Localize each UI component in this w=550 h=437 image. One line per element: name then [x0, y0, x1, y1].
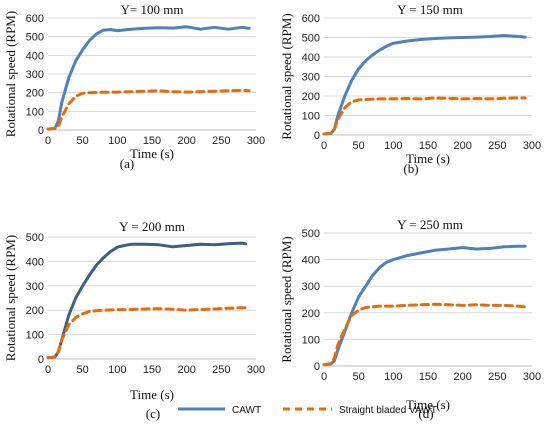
y-tick-label: 100	[26, 106, 44, 118]
x-tick-label: 300	[523, 140, 541, 152]
x-tick-label: 150	[143, 364, 161, 376]
x-tick-label: 0	[45, 135, 51, 147]
x-axis-label: Time (s)	[406, 151, 450, 166]
y-tick-label: 200	[26, 88, 44, 100]
y-tick-label: 0	[38, 354, 44, 366]
panel-label: (d)	[418, 406, 433, 421]
x-tick-label: 250	[212, 135, 230, 147]
x-tick-label: 100	[384, 371, 402, 383]
y-tick-label: 300	[302, 281, 320, 293]
y-tick-label: 400	[302, 255, 320, 267]
y-tick-label: 300	[26, 69, 44, 81]
x-tick-label: 300	[247, 364, 265, 376]
x-tick-label: 250	[488, 371, 506, 383]
x-tick-label: 150	[419, 140, 437, 152]
chart-title: Y = 250 mm	[397, 217, 463, 232]
series-line-cawt	[46, 25, 251, 131]
chart-title: Y = 150 mm	[397, 2, 463, 17]
series-line-cawt	[322, 34, 527, 136]
x-tick-label: 150	[143, 135, 161, 147]
y-tick-label: 100	[302, 334, 320, 346]
y-tick-label: 400	[26, 256, 44, 268]
y-tick-label: 500	[302, 228, 320, 240]
panel-label: (c)	[146, 406, 160, 421]
panel-label: (a)	[120, 156, 134, 171]
y-tick-label: 200	[26, 305, 44, 317]
x-tick-label: 200	[453, 140, 471, 152]
y-tick-label: 400	[26, 50, 44, 62]
series-line-straight-bladed-vawt	[322, 302, 527, 367]
y-tick-label: 300	[26, 281, 44, 293]
y-tick-label: 200	[302, 308, 320, 320]
y-tick-label: 500	[26, 232, 44, 244]
chart-panel-a: 0 100 200 300 400 500 600 0 50 100 150 200 250 300 Y= …	[3, 2, 265, 171]
x-tick-label: 300	[523, 371, 541, 383]
chart-panel-d: 0 100 200 300 400 500 0 50 100 150 200 250 300 Y = 25…	[279, 217, 541, 421]
y-tick-label: 300	[302, 72, 320, 84]
legend: CAWT Straight bladed VAWT	[178, 405, 437, 416]
x-tick-label: 50	[77, 364, 89, 376]
y-axis-label: Rotational speed (RPM)	[3, 11, 18, 137]
x-tick-label: 50	[353, 371, 365, 383]
y-tick-label: 100	[302, 111, 320, 123]
x-tick-label: 200	[177, 364, 195, 376]
y-tick-label: 0	[314, 361, 320, 373]
x-tick-label: 100	[384, 140, 402, 152]
series-line-cawt	[46, 241, 248, 360]
series-line-cawt	[322, 244, 527, 367]
x-axis-label: Time (s)	[130, 146, 174, 161]
x-tick-label: 100	[108, 135, 126, 147]
x-tick-label: 0	[321, 140, 327, 152]
y-axis-label: Rotational speed (RPM)	[279, 13, 294, 139]
y-tick-label: 500	[26, 32, 44, 44]
y-tick-label: 0	[314, 130, 320, 142]
x-tick-label: 250	[488, 140, 506, 152]
chart-title: Y= 100 mm	[121, 2, 184, 17]
x-tick-label: 0	[45, 364, 51, 376]
legend-label-cawt: CAWT	[232, 405, 261, 416]
y-tick-label: 200	[302, 91, 320, 103]
x-tick-label: 200	[177, 135, 195, 147]
chart-title: Y = 200 mm	[119, 219, 185, 234]
series-line-straight-bladed-vawt	[322, 96, 527, 136]
y-axis-label: Rotational speed (RPM)	[3, 235, 18, 361]
y-tick-label: 0	[38, 125, 44, 137]
x-tick-label: 50	[353, 140, 365, 152]
x-axis-label: Time (s)	[406, 397, 450, 412]
x-tick-label: 150	[419, 371, 437, 383]
x-tick-label: 100	[108, 364, 126, 376]
y-tick-label: 100	[26, 330, 44, 342]
panel-label: (b)	[403, 161, 418, 176]
x-axis-label: Time (s)	[130, 387, 174, 402]
chart-panel-b: 0 100 200 300 400 500 600 0 50 100 150 200 250 300 Y =…	[279, 2, 541, 176]
y-axis-label: Rotational speed (RPM)	[279, 236, 294, 362]
chart-panel-c: 0 100 200 300 400 500 0 50 100 150 200 250 300 Y = 20…	[3, 219, 265, 421]
y-tick-label: 400	[302, 52, 320, 64]
x-tick-label: 50	[77, 135, 89, 147]
y-tick-label: 500	[302, 33, 320, 45]
series-line-straight-bladed-vawt	[46, 88, 251, 131]
legend-label-straight-bladed-vawt: Straight bladed VAWT	[339, 405, 437, 416]
series-line-straight-bladed-vawt	[46, 306, 248, 360]
y-tick-label: 600	[26, 13, 44, 25]
x-tick-label: 250	[212, 364, 230, 376]
x-tick-label: 200	[453, 371, 471, 383]
y-tick-label: 600	[302, 13, 320, 25]
x-tick-label: 0	[321, 371, 327, 383]
x-tick-label: 300	[247, 135, 265, 147]
